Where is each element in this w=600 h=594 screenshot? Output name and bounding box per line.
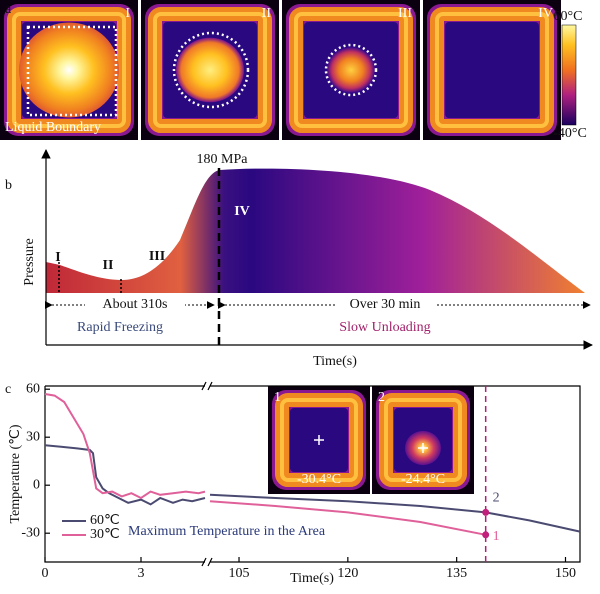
y-tick-label: -30 <box>21 525 40 540</box>
series-line <box>44 393 486 536</box>
x-tick-label: 120 <box>337 566 358 581</box>
pressure-area <box>46 168 585 293</box>
tile-ring-inner <box>153 12 267 128</box>
legend-label: 60℃ <box>90 513 120 528</box>
axis-break <box>201 381 213 567</box>
panel-label: c <box>5 382 11 397</box>
tile-ring-inner <box>294 12 408 128</box>
annotation: Maximum Temperature in the Area <box>128 524 326 539</box>
series-line <box>44 444 581 533</box>
y-axis-label: Temperature (℃) <box>8 424 23 523</box>
image-label: I <box>125 6 130 21</box>
tile-ring-inner <box>384 398 462 482</box>
tile-core <box>445 22 539 118</box>
hot-spot <box>19 22 119 118</box>
temperature-chart: 1 -30.4°C 2 -24.4°C 60 30 0 -30 0 3 105 120 135 150 Ti… <box>5 381 581 586</box>
thermal-images: I II III IV <box>0 0 561 140</box>
x-tick-label: 3 <box>138 566 145 581</box>
boundary <box>324 43 378 97</box>
x-tick-label: 150 <box>555 566 576 581</box>
boundary <box>26 25 118 117</box>
x-tick-label: 105 <box>229 566 250 581</box>
x-axis-label: Time(s) <box>290 571 334 586</box>
colorbar-min: -40°C <box>553 126 587 141</box>
stage-label: II <box>103 258 114 273</box>
phase-label: Slow Unloading <box>339 320 430 335</box>
inset-temperature: -24.4°C <box>401 472 445 487</box>
marker-label: 2 <box>493 491 500 506</box>
hot-spot <box>327 47 375 93</box>
phase-label: Rapid Freezing <box>77 320 163 335</box>
stage-label: IV <box>234 204 250 219</box>
y-tick-label: 0 <box>33 477 40 492</box>
marker-point <box>482 508 490 516</box>
colorbar-max: 60°C <box>554 9 583 24</box>
tile-ring-inner <box>12 12 126 128</box>
image-label: II <box>262 6 272 21</box>
stage-label: III <box>149 249 165 264</box>
colorbar <box>561 24 577 126</box>
peak-label: 180 MPa <box>197 152 249 167</box>
hot-spot <box>176 37 244 103</box>
inset-temperature: -30.4°C <box>297 472 341 487</box>
marker-point <box>482 531 490 539</box>
span-label: Over 30 min <box>350 297 421 312</box>
tile-ring-inner <box>435 12 549 128</box>
tile-ring-inner <box>280 398 358 482</box>
span-label: About 310s <box>103 297 168 312</box>
y-axis-label: Pressure <box>22 238 37 285</box>
stage-label: I <box>55 250 60 265</box>
panel-label: a <box>5 2 12 17</box>
label-bg <box>85 296 185 314</box>
crosshair <box>418 443 428 453</box>
crosshair <box>314 435 324 445</box>
image-label: IV <box>538 6 553 21</box>
y-tick-label: 30 <box>26 429 40 444</box>
pressure-panel <box>41 149 593 350</box>
x-axis-label: Time(s) <box>313 354 357 369</box>
marker-label: 1 <box>493 529 500 544</box>
x-tick-label: 0 <box>42 566 49 581</box>
y-tick-label: 60 <box>26 381 40 396</box>
inset-label: 1 <box>274 390 281 405</box>
legend-label: 30℃ <box>90 527 120 542</box>
boundary-label: Liquid Boundary <box>5 120 101 135</box>
label-bg <box>335 296 435 314</box>
panel-label: b <box>5 178 12 193</box>
boundary <box>172 31 250 109</box>
inset-label: 2 <box>378 390 385 405</box>
image-label: III <box>398 6 412 21</box>
x-tick-label: 135 <box>446 566 467 581</box>
